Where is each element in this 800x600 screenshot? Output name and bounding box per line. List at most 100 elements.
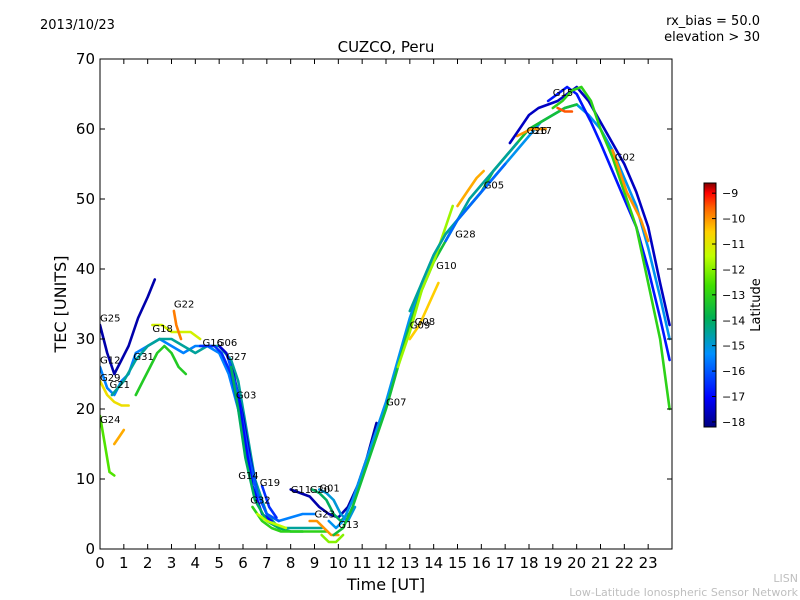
x-tick-label: 12 xyxy=(376,554,395,572)
series-g20 xyxy=(310,488,350,523)
x-tick-label: 7 xyxy=(262,554,272,572)
x-tick-label: 20 xyxy=(567,554,586,572)
series-layer xyxy=(100,85,671,544)
series-g08 xyxy=(408,281,440,341)
y-axis: 0 10 20 30 40 50 60 70 xyxy=(76,50,672,558)
label-g32: G32 xyxy=(250,496,270,507)
parameters-label: rx_bias = 50.0 elevation > 30 xyxy=(664,14,760,46)
x-tick-label: 19 xyxy=(543,554,562,572)
colorbar-tick-label: −13 xyxy=(722,289,745,302)
colorbar-label: Latitude xyxy=(749,278,764,332)
label-g03: G03 xyxy=(236,391,256,402)
y-tick-label: 60 xyxy=(76,120,95,138)
x-axis-label: Time [UT] xyxy=(346,575,425,594)
series-g24 xyxy=(100,414,116,477)
x-tick-label: 14 xyxy=(424,554,443,572)
series-g26 xyxy=(515,127,548,138)
series-g10 xyxy=(408,141,519,313)
y-tick-label: 0 xyxy=(85,540,95,558)
colorbar-tick-label: −17 xyxy=(722,391,745,404)
y-tick-label: 30 xyxy=(76,330,95,348)
y-axis-label: TEC [UNITS] xyxy=(51,256,70,354)
series-g21 xyxy=(110,337,323,530)
x-tick-label: 10 xyxy=(329,554,348,572)
label-g19: G19 xyxy=(260,478,280,489)
y-tick-label: 20 xyxy=(76,400,95,418)
series-g31 xyxy=(134,344,188,397)
colorbar-ticks: −9 −10 −11 −12 −13 −14 −15 −16 −17 −18 xyxy=(712,187,745,429)
label-g31: G31 xyxy=(133,352,153,363)
x-tick-label: 22 xyxy=(615,554,634,572)
satellite-labels: G25G12G29G21G24G31G18G22G16G06G27G03G14G… xyxy=(100,88,635,531)
date-label: 2013/10/23 xyxy=(40,18,115,33)
y-tick-label: 70 xyxy=(76,50,95,68)
series-g01 xyxy=(317,488,357,523)
label-g12: G12 xyxy=(100,356,120,367)
colorbar-tick-label: −16 xyxy=(722,365,745,378)
x-tick-label: 8 xyxy=(286,554,296,572)
series-g23b xyxy=(320,533,345,544)
x-tick-label: 2 xyxy=(143,554,153,572)
chart-title: CUZCO, Peru xyxy=(338,38,435,56)
series-g22 xyxy=(172,309,183,341)
series-g29 xyxy=(100,379,130,407)
colorbar-tick-label: −10 xyxy=(722,213,745,226)
x-tick-label: 18 xyxy=(519,554,538,572)
label-g17: G17 xyxy=(531,126,551,137)
x-tick-label: 16 xyxy=(472,554,491,572)
series-g09 xyxy=(396,204,455,369)
colorbar-tick-label: −18 xyxy=(722,416,745,429)
elevation-label: elevation > 30 xyxy=(664,30,760,45)
y-tick-label: 40 xyxy=(76,260,95,278)
label-g20: G20 xyxy=(310,485,330,496)
x-axis: 0 1 2 3 4 5 6 7 8 9 10 11 12 13 14 15 16 17 18 19 20 21 22 23 xyxy=(95,59,658,572)
series-g25 xyxy=(100,278,157,376)
label-g28: G28 xyxy=(455,230,475,241)
y-tick-label: 10 xyxy=(76,470,95,488)
x-tick-label: 3 xyxy=(167,554,177,572)
series-g15 xyxy=(546,85,671,362)
x-tick-label: 5 xyxy=(214,554,224,572)
colorbar-tick-label: −14 xyxy=(722,314,745,327)
x-tick-label: 0 xyxy=(95,554,105,572)
lisn-label: LISN xyxy=(773,572,798,585)
x-tick-label: 11 xyxy=(353,554,372,572)
colorbar-tick-label: −11 xyxy=(722,238,745,251)
rx-bias-label: rx_bias = 50.0 xyxy=(666,14,760,29)
x-tick-label: 6 xyxy=(238,554,248,572)
label-g15: G15 xyxy=(553,88,573,99)
series-g17 xyxy=(508,85,671,327)
x-tick-label: 15 xyxy=(448,554,467,572)
x-tick-label: 23 xyxy=(639,554,658,572)
label-g11: G11 xyxy=(291,485,311,496)
y-tick-label: 50 xyxy=(76,190,95,208)
colorbar-tick-label: −9 xyxy=(722,187,738,200)
series-g18 xyxy=(151,323,202,341)
label-g18: G18 xyxy=(152,324,172,335)
footer-credit: LISN Low-Latitude Ionospheric Sensor Net… xyxy=(569,572,798,600)
x-tick-label: 21 xyxy=(591,554,610,572)
colorbar-tick-label: −12 xyxy=(722,263,745,276)
label-g10: G10 xyxy=(436,261,456,272)
series-g28 xyxy=(444,162,507,243)
x-tick-label: 1 xyxy=(119,554,129,572)
label-g06: G06 xyxy=(217,338,237,349)
series-g02 xyxy=(611,148,650,243)
label-g02: G02 xyxy=(615,153,635,164)
x-tick-label: 13 xyxy=(400,554,419,572)
label-g22: G22 xyxy=(174,300,194,311)
colorbar-tick-label: −15 xyxy=(722,340,745,353)
series-g24b xyxy=(113,428,126,446)
label-g16: G16 xyxy=(203,338,223,349)
x-tick-label: 17 xyxy=(496,554,515,572)
colorbar xyxy=(703,182,717,428)
network-label: Low-Latitude Ionospheric Sensor Network xyxy=(569,586,798,599)
label-g08: G08 xyxy=(415,317,435,328)
label-g21: G21 xyxy=(110,380,130,391)
label-g29: G29 xyxy=(100,373,120,384)
series-g32b xyxy=(255,512,288,530)
label-g27: G27 xyxy=(226,352,246,363)
label-g26: G26 xyxy=(527,126,547,137)
label-g05: G05 xyxy=(484,181,504,192)
